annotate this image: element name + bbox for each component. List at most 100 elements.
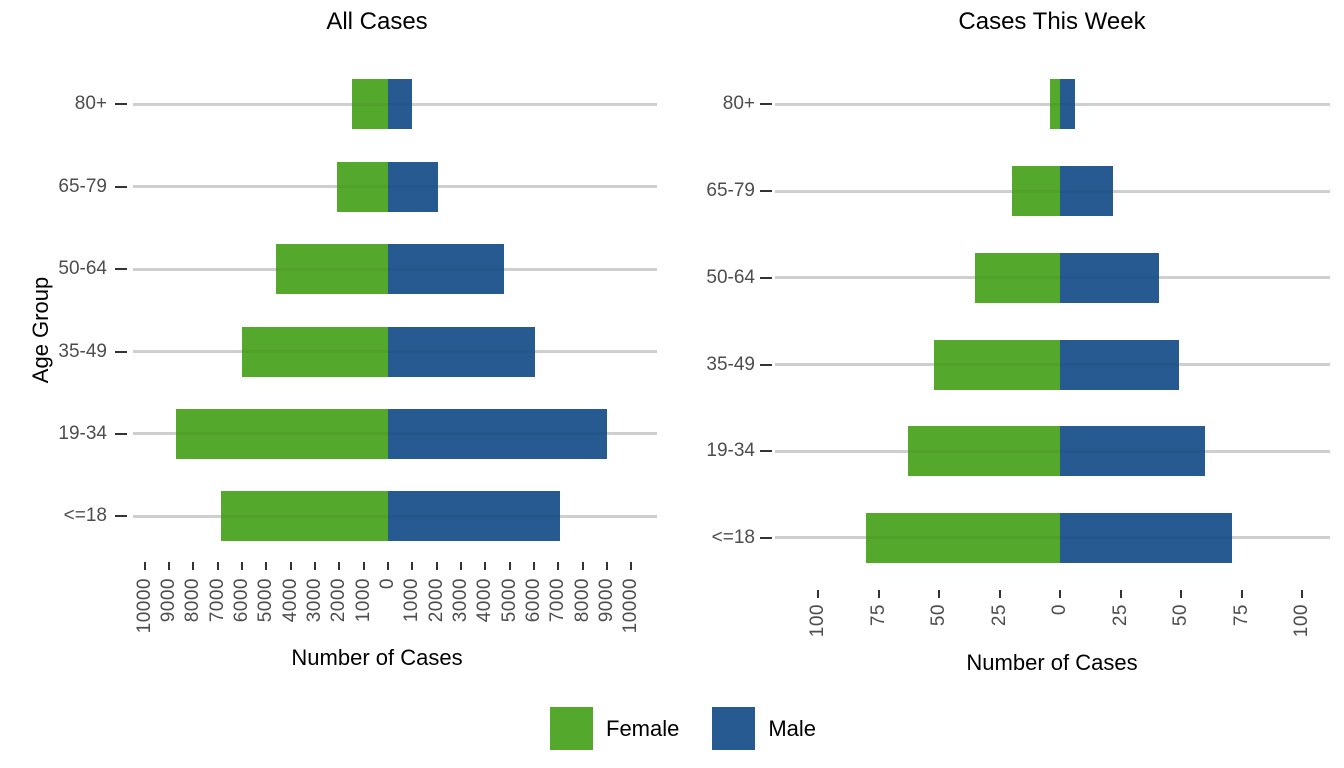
- x-tick-label: 0: [1049, 604, 1071, 615]
- bar-male-<=18: [1060, 512, 1232, 563]
- legend: Female Male: [550, 707, 849, 750]
- gridline-overlay: [133, 267, 657, 271]
- x-tick-mark: [1301, 590, 1303, 598]
- bar-female-35-49: [934, 339, 1060, 390]
- bar-female-<=18: [866, 512, 1060, 563]
- y-axis-label: 50-64: [706, 266, 755, 288]
- x-tick-mark: [362, 562, 365, 570]
- y-tick-mark: [760, 363, 772, 366]
- y-axis-label: 50-64: [58, 258, 107, 280]
- gridline-overlay: [775, 102, 1330, 106]
- bar-female-50-64: [276, 244, 388, 295]
- x-tick-label-text: 50: [928, 604, 949, 627]
- x-tick-label-text: 75: [1230, 604, 1252, 627]
- x-tick-mark: [143, 562, 146, 570]
- legend-swatch-female: [550, 707, 593, 750]
- x-tick-mark: [168, 562, 171, 570]
- bar-female-19-34: [176, 408, 388, 459]
- bar-male-65-79: [1060, 166, 1114, 217]
- y-axis-label: 65-79: [706, 180, 755, 202]
- y-axis-label: <=18: [63, 505, 107, 527]
- y-axis-label: 35-49: [706, 353, 755, 375]
- x-tick-mark: [938, 590, 940, 598]
- bar-male-50-64: [1060, 252, 1160, 303]
- y-axis-label: <=18: [711, 526, 755, 548]
- bar-female-<=18: [221, 491, 388, 542]
- bar-male-50-64: [388, 244, 504, 295]
- x-tick-mark: [817, 590, 819, 598]
- bar-male-80+: [1060, 79, 1075, 130]
- x-tick-label: 50: [928, 604, 950, 626]
- x-tick-mark: [192, 562, 195, 570]
- x-tick-mark: [289, 562, 292, 570]
- x-tick-label-text: 25: [988, 604, 1010, 627]
- gridline-overlay: [775, 276, 1330, 280]
- bar-male-35-49: [388, 326, 536, 377]
- x-tick-mark: [435, 562, 438, 570]
- x-tick-label: 75: [868, 604, 890, 626]
- x-tick-mark: [411, 562, 414, 570]
- x-tick-label-text: 75: [867, 604, 889, 627]
- y-tick-mark: [760, 190, 772, 193]
- x-tick-label: 25: [1110, 604, 1132, 626]
- x-tick-mark: [338, 562, 341, 570]
- x-tick-mark: [1180, 590, 1182, 598]
- x-tick-mark: [459, 562, 462, 570]
- gridline-overlay: [133, 350, 657, 353]
- x-tick-mark: [877, 590, 880, 598]
- x-tick-label: 100: [1291, 604, 1313, 637]
- x-tick-mark: [216, 562, 219, 570]
- bar-male-<=18: [388, 491, 560, 542]
- bar-male-65-79: [388, 161, 438, 212]
- x-axis-title-cases-this-week: Number of Cases: [966, 650, 1138, 675]
- x-tick-mark: [387, 562, 389, 570]
- y-axis-label: 19-34: [706, 440, 755, 462]
- x-tick-label: 75: [1231, 604, 1253, 626]
- gridline-overlay: [775, 189, 1330, 193]
- y-axis-label: 35-49: [58, 340, 107, 362]
- y-tick-mark: [115, 103, 127, 106]
- x-tick-label: 25: [989, 604, 1011, 626]
- x-tick-mark: [998, 590, 1001, 598]
- y-tick-mark: [760, 276, 772, 279]
- x-tick-mark: [557, 562, 560, 570]
- panel-title-all-cases: All Cases: [326, 8, 428, 35]
- y-tick-mark: [760, 450, 772, 453]
- bar-male-19-34: [1060, 426, 1206, 477]
- x-tick-mark: [484, 562, 487, 570]
- x-tick-label: 50: [1170, 604, 1192, 626]
- y-axis-label: 19-34: [58, 422, 107, 444]
- legend-label-female: Female: [606, 715, 680, 741]
- x-tick-mark: [630, 562, 633, 570]
- bar-female-50-64: [975, 252, 1060, 303]
- x-tick-label-text: 100: [1291, 604, 1312, 638]
- y-tick-mark: [115, 185, 127, 188]
- x-tick-mark: [532, 562, 535, 570]
- bar-female-80+: [351, 79, 388, 130]
- bar-female-80+: [1050, 79, 1060, 130]
- x-tick-mark: [508, 562, 511, 570]
- y-tick-mark: [760, 103, 772, 106]
- gridline-overlay: [133, 514, 657, 518]
- bar-female-65-79: [336, 161, 388, 212]
- legend-label-male: Male: [768, 715, 817, 741]
- bar-male-80+: [388, 79, 413, 130]
- bar-male-35-49: [1060, 339, 1179, 390]
- y-axis-label: 80+: [74, 93, 107, 115]
- x-tick-label-text: 50: [1170, 604, 1191, 627]
- y-tick-mark: [115, 350, 127, 353]
- x-tick-mark: [241, 562, 244, 570]
- panel-title-cases-this-week: Cases This Week: [958, 8, 1146, 35]
- bar-female-65-79: [1011, 166, 1060, 217]
- x-tick-mark: [265, 562, 268, 570]
- x-tick-mark: [605, 562, 608, 570]
- x-tick-label: 100: [807, 604, 829, 637]
- x-tick-label-text: 25: [1109, 604, 1131, 627]
- x-tick-mark: [581, 562, 584, 570]
- x-tick-label-text: 0: [1049, 604, 1070, 616]
- y-tick-mark: [115, 515, 127, 518]
- bar-female-35-49: [242, 326, 388, 377]
